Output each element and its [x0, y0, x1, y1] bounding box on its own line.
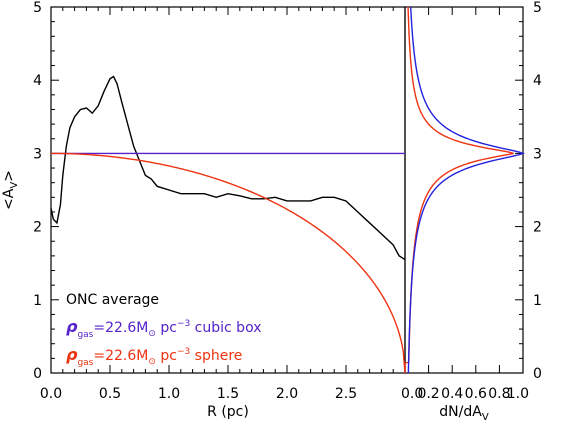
series-onc-average — [50, 75, 406, 261]
legend-box-rho-sub: gas — [77, 330, 93, 340]
legend-sphere-unit: pc — [156, 348, 177, 364]
left-series-group — [50, 75, 406, 374]
right-y-tick-label: 2 — [533, 220, 542, 236]
right-axis-ticks: 0.00.2 0.4 0.6 0.81.00 1 2 3 4 5 — [401, 0, 542, 402]
left-x-tick-label: 0.5 — [99, 386, 121, 402]
left-x-tick-label: 1.5 — [217, 386, 239, 402]
series-right-box — [407, 6, 526, 374]
left-y-tick-label: 5 — [33, 0, 42, 16]
legend-box-sun: ⊙ — [148, 329, 156, 339]
series-sphere — [51, 152, 406, 374]
legend-box-rho: ρ — [66, 317, 78, 336]
legend-sphere-sup: −3 — [177, 347, 190, 357]
left-x-tick-label: 1.0 — [158, 386, 180, 402]
left-x-tick-label: 2.5 — [335, 386, 357, 402]
legend-sphere-value: =22.6M — [93, 348, 148, 364]
left-y-tick-label: 1 — [33, 293, 42, 309]
legend-sphere-rho-sub: gas — [77, 358, 93, 368]
x-axis-label-left: R (pc) — [207, 404, 249, 420]
left-y-tick-label: 0 — [33, 366, 42, 382]
legend-sphere-rho: ρ — [66, 345, 78, 364]
legend-sphere: ρgas=22.6M⊙ pc−3 sphere — [66, 345, 242, 368]
right-x-tick-label: 0.6 — [465, 386, 487, 402]
right-y-tick-label: 4 — [533, 73, 542, 89]
left-plot-frame — [50, 6, 406, 374]
right-x-tick-label: 1.0 — [507, 386, 529, 402]
y-axis-label-sub: V — [9, 182, 20, 189]
legend-cubic-box: ρgas=22.6M⊙ pc−3 cubic box — [66, 317, 262, 340]
y-axis-label-left: <AV> — [1, 170, 20, 210]
right-y-tick-label: 3 — [533, 146, 542, 162]
x-axis-label-right-main: dN/dA — [439, 404, 482, 420]
svg-text:<AV>: <AV> — [1, 170, 20, 210]
series-right-sphere — [404, 6, 514, 373]
right-y-tick-label: 0 — [533, 366, 542, 382]
legend: ONC average ρgas=22.6M⊙ pc−3 cubic box ρ… — [66, 292, 262, 368]
left-y-tick-label: 2 — [33, 220, 42, 236]
right-y-tick-label: 1 — [533, 293, 542, 309]
x-axis-label-right-sub: V — [482, 412, 489, 423]
legend-sphere-tail: sphere — [190, 348, 242, 364]
right-x-tick-label: 0.8 — [488, 386, 510, 402]
y-axis-label-main: <A — [1, 188, 17, 210]
legend-sphere-sun: ⊙ — [148, 357, 156, 367]
right-y-tick-label: 5 — [533, 0, 542, 16]
x-axis-label-right: dN/dAV — [439, 404, 489, 423]
right-series-group — [404, 6, 526, 374]
y-axis-label-close: > — [1, 170, 17, 182]
right-x-tick-label: 0.2 — [417, 386, 439, 402]
left-x-tick-label: 0.0 — [40, 386, 62, 402]
legend-box-sup: −3 — [177, 319, 190, 329]
right-plot-frame — [404, 6, 524, 374]
right-x-tick-label: 0.4 — [441, 386, 463, 402]
left-axis-ticks: 0.0 0.5 1.0 1.5 2.0 2.5 0 1 2 3 4 5 — [33, 0, 394, 402]
legend-box-tail: cubic box — [190, 320, 261, 336]
left-y-tick-label: 4 — [33, 73, 42, 89]
legend-onc-average: ONC average — [66, 292, 159, 308]
legend-box-value: =22.6M — [93, 320, 148, 336]
right-x-tick-label: 0.0 — [401, 386, 423, 402]
legend-box-unit: pc — [156, 320, 177, 336]
left-y-tick-label: 3 — [33, 146, 42, 162]
left-x-tick-label: 2.0 — [276, 386, 298, 402]
